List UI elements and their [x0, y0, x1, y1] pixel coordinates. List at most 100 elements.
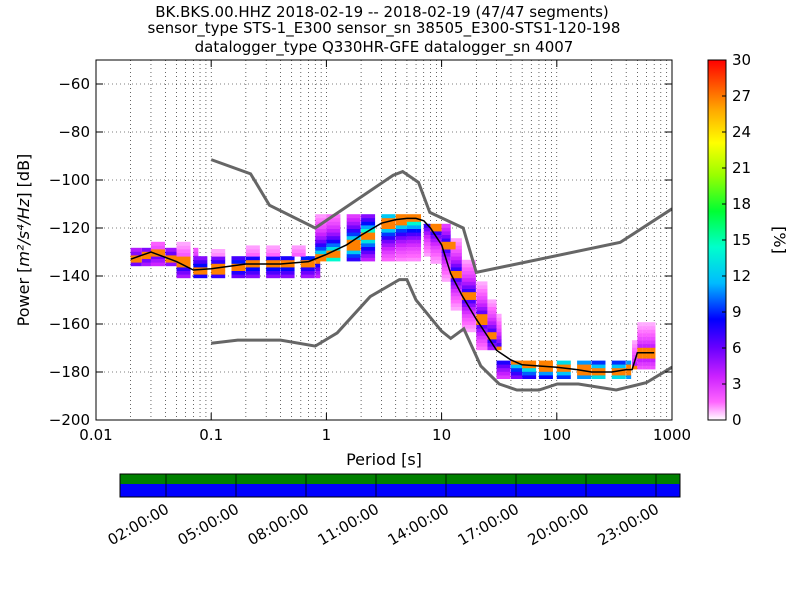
- density-cell: [326, 232, 341, 237]
- density-cell: [130, 247, 142, 252]
- density-cell: [406, 257, 417, 262]
- density-cell: [637, 333, 643, 337]
- density-cell: [538, 371, 553, 376]
- density-cell: [476, 342, 488, 347]
- title-line-1: BK.BKS.00.HHZ 2018-02-19 -- 2018-02-19 (…: [155, 3, 609, 21]
- colorbar-tick-label: 24: [732, 123, 751, 141]
- density-cell: [496, 367, 511, 372]
- density-cell: [280, 263, 295, 268]
- density-cell: [361, 235, 376, 240]
- density-cell: [423, 238, 431, 243]
- density-cell: [577, 360, 592, 365]
- density-cell: [646, 354, 651, 359]
- density-cell: [450, 267, 462, 271]
- density-cell: [487, 328, 497, 333]
- x-axis-label: Period [s]: [346, 450, 422, 469]
- density-cell: [211, 256, 226, 261]
- density-cell: [650, 333, 656, 337]
- density-cell: [496, 328, 502, 333]
- chart-title: BK.BKS.00.HHZ 2018-02-19 -- 2018-02-19 (…: [148, 3, 621, 57]
- density-cell: [642, 365, 647, 370]
- density-cell: [150, 255, 165, 259]
- x-tick-label: 0.01: [79, 426, 112, 444]
- density-cell: [193, 251, 199, 256]
- density-cell: [416, 243, 422, 247]
- density-cell: [315, 250, 327, 255]
- density-cell: [193, 270, 208, 275]
- density-cell: [538, 375, 553, 379]
- density-cell: [441, 277, 451, 282]
- density-cell: [646, 347, 651, 352]
- density-cell: [416, 257, 422, 262]
- density-cell: [346, 214, 361, 219]
- density-cell: [642, 333, 647, 337]
- density-cell: [315, 214, 327, 219]
- density-cell: [176, 241, 191, 246]
- density-cell: [300, 274, 315, 279]
- density-cell: [245, 263, 260, 268]
- density-cell: [496, 371, 511, 376]
- density-cell: [395, 217, 407, 222]
- density-cell: [416, 246, 422, 251]
- density-cell: [346, 257, 361, 262]
- colorbar-tick-label: 15: [732, 231, 751, 249]
- density-cell: [423, 227, 431, 232]
- density-cell: [315, 232, 327, 237]
- density-cell: [326, 257, 341, 262]
- density-cell: [577, 367, 592, 372]
- density-cell: [280, 259, 295, 264]
- timeline-tick-label: 02:00:00: [105, 500, 172, 549]
- density-cell: [496, 324, 502, 329]
- density-cell: [150, 258, 165, 263]
- density-cell: [291, 249, 306, 253]
- density-cell: [416, 239, 422, 244]
- density-cell: [487, 310, 497, 315]
- density-cell: [487, 339, 497, 343]
- density-cell: [461, 328, 476, 333]
- density-cell: [556, 360, 571, 365]
- timeline-tick-label: 14:00:00: [385, 500, 452, 549]
- y-axis-label-close: ] [dB]: [14, 154, 33, 199]
- density-cell: [591, 371, 606, 376]
- density-cell: [430, 245, 442, 250]
- low-noise-model-line: [211, 278, 672, 392]
- density-cell: [141, 262, 151, 267]
- density-cell: [441, 238, 451, 243]
- density-cell: [637, 340, 643, 345]
- density-cell: [642, 354, 647, 359]
- density-cell: [211, 267, 226, 271]
- x-tick-label: 1000: [653, 426, 691, 444]
- density-cell: [461, 292, 476, 297]
- density-cell: [416, 225, 422, 229]
- density-cell: [141, 258, 151, 263]
- density-cell: [326, 246, 341, 251]
- density-cell: [395, 243, 407, 247]
- density-cell: [476, 335, 488, 340]
- density-cell: [611, 375, 626, 379]
- density-cell: [395, 257, 407, 262]
- density-cell: [231, 256, 246, 261]
- high-noise-model-line: [210, 158, 672, 275]
- density-cell: [361, 246, 376, 251]
- density-cell: [395, 239, 407, 244]
- density-cell: [650, 347, 656, 352]
- density-cell: [406, 232, 417, 237]
- density-cell: [637, 322, 643, 327]
- density-cell: [642, 336, 647, 341]
- density-cell: [538, 360, 553, 365]
- density-cell: [395, 235, 407, 240]
- y-tick-label: −160: [49, 315, 90, 333]
- density-cell: [642, 340, 647, 345]
- density-cell: [211, 274, 226, 279]
- density-cell: [476, 331, 488, 336]
- density-cell: [381, 217, 396, 222]
- x-tick-label: 0.1: [199, 426, 223, 444]
- density-cell: [441, 245, 456, 250]
- density-cell: [423, 234, 431, 239]
- density-cell: [496, 375, 511, 379]
- density-cell: [510, 367, 523, 372]
- density-cell: [496, 331, 502, 336]
- density-cell: [487, 331, 497, 336]
- density-cell: [637, 336, 643, 341]
- density-cell: [315, 228, 327, 233]
